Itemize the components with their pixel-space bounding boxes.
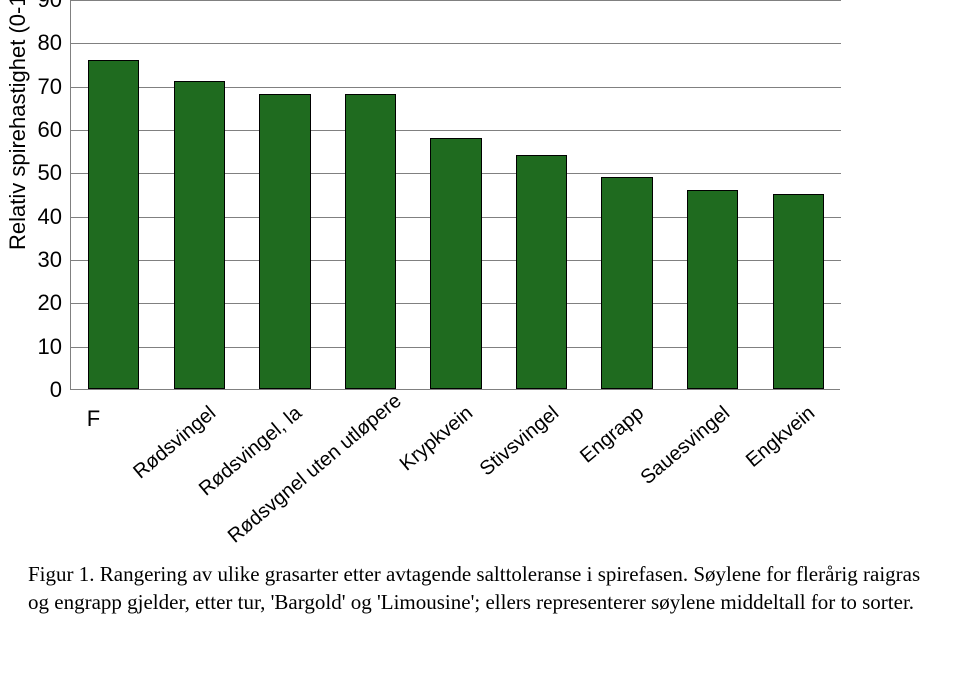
x-tick-label: Rødsvgnel uten utløpere (224, 402, 392, 548)
bar (430, 138, 481, 389)
y-tick-label: 10 (22, 334, 62, 360)
y-tick-label: 90 (22, 0, 62, 13)
bar (345, 94, 396, 389)
y-tick-label: 30 (22, 247, 62, 273)
x-extra-label: F (87, 406, 100, 432)
y-tick-label: 50 (22, 160, 62, 186)
x-tick-label: Engkvein (652, 402, 820, 548)
x-tick-label: Rødsvingel (53, 402, 221, 548)
y-tick-label: 80 (22, 30, 62, 56)
bar (601, 177, 652, 389)
plot (70, 0, 840, 390)
x-tick-label: Krypkvein (310, 402, 478, 548)
bar (516, 155, 567, 389)
figure-caption: Figur 1. Rangering av ulike grasarter et… (28, 560, 938, 617)
bar (773, 194, 824, 389)
x-tick-label: Rødsvingel, la (139, 402, 307, 548)
bar (174, 81, 225, 389)
x-tick-label: Engrapp (481, 402, 649, 548)
x-tick-label: Stivsvingel (395, 402, 563, 548)
bar (259, 94, 310, 389)
y-tick-label: 20 (22, 290, 62, 316)
y-tick-label: 60 (22, 117, 62, 143)
y-tick-label: 70 (22, 74, 62, 100)
bar (687, 190, 738, 389)
y-tick-label: 0 (22, 377, 62, 403)
bar (88, 60, 139, 389)
y-tick-label: 40 (22, 204, 62, 230)
chart-plot-area (70, 0, 840, 390)
x-tick-label: Sauesvingel (566, 402, 734, 548)
